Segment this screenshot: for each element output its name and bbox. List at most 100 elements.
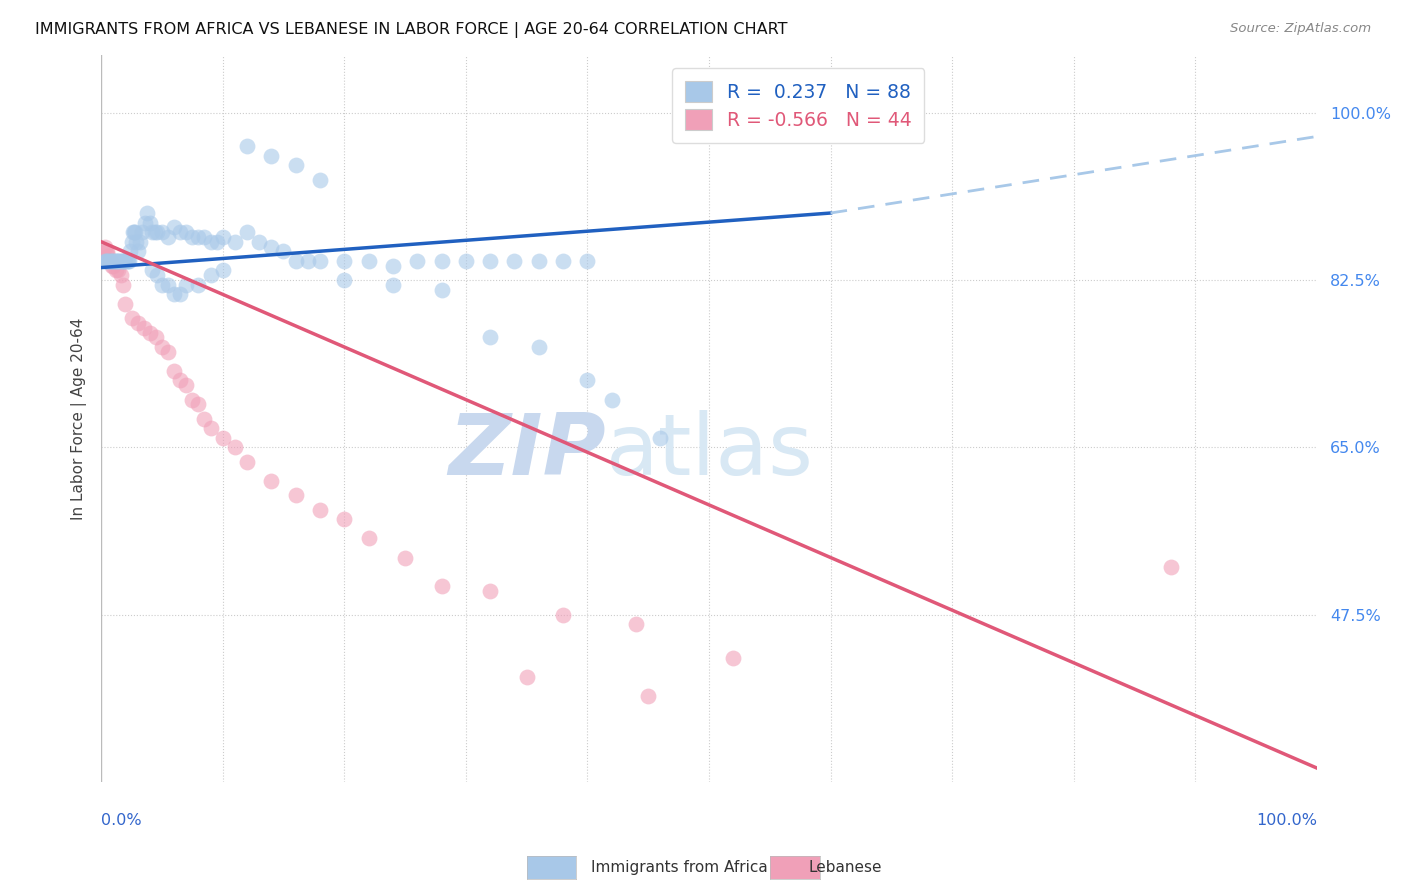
Point	[394, 550, 416, 565]
Point	[120, 244, 142, 259]
Point	[187, 230, 209, 244]
Point	[163, 287, 186, 301]
Point	[111, 253, 134, 268]
Point	[110, 268, 132, 283]
Point	[156, 277, 179, 292]
Point	[260, 148, 283, 162]
Point	[576, 253, 599, 268]
Point	[104, 253, 127, 268]
Point	[224, 235, 246, 249]
Point	[103, 253, 125, 268]
Point	[107, 263, 129, 277]
Text: ZIP: ZIP	[449, 410, 606, 493]
Text: Source: ZipAtlas.com: Source: ZipAtlas.com	[1230, 22, 1371, 36]
Text: IMMIGRANTS FROM AFRICA VS LEBANESE IN LABOR FORCE | AGE 20-64 CORRELATION CHART: IMMIGRANTS FROM AFRICA VS LEBANESE IN LA…	[35, 22, 787, 38]
Point	[139, 216, 162, 230]
Point	[129, 235, 152, 249]
Point	[174, 225, 197, 239]
Point	[200, 421, 222, 435]
Point	[430, 253, 453, 268]
Point	[200, 235, 222, 249]
Point	[103, 259, 125, 273]
Point	[236, 225, 259, 239]
Point	[132, 321, 155, 335]
Point	[101, 253, 124, 268]
Point	[104, 263, 127, 277]
Point	[121, 235, 143, 249]
Point	[181, 230, 204, 244]
Point	[224, 441, 246, 455]
Point	[333, 273, 356, 287]
Point	[1160, 560, 1182, 574]
Point	[193, 230, 215, 244]
Point	[131, 225, 153, 239]
Point	[381, 259, 404, 273]
Point	[150, 277, 173, 292]
Point	[381, 277, 404, 292]
Point	[114, 253, 136, 268]
Point	[527, 253, 550, 268]
Point	[169, 287, 191, 301]
Point	[200, 268, 222, 283]
Point	[117, 253, 139, 268]
Point	[284, 158, 307, 172]
Point	[96, 253, 118, 268]
Point	[430, 579, 453, 593]
Point	[156, 344, 179, 359]
Y-axis label: In Labor Force | Age 20-64: In Labor Force | Age 20-64	[72, 318, 87, 520]
Point	[260, 474, 283, 488]
Point	[284, 253, 307, 268]
Point	[169, 374, 191, 388]
Text: Immigrants from Africa: Immigrants from Africa	[591, 860, 768, 874]
Point	[357, 253, 380, 268]
Text: Lebanese: Lebanese	[808, 860, 882, 874]
Point	[112, 253, 135, 268]
Point	[118, 253, 141, 268]
Point	[723, 651, 745, 665]
Point	[454, 253, 477, 268]
Point	[98, 253, 121, 268]
Point	[236, 455, 259, 469]
Point	[273, 244, 295, 259]
Point	[284, 488, 307, 502]
Legend: R =  0.237   N = 88, R = -0.566   N = 44: R = 0.237 N = 88, R = -0.566 N = 44	[672, 68, 925, 143]
Point	[236, 139, 259, 153]
Point	[94, 253, 117, 268]
Point	[145, 330, 167, 344]
Point	[193, 411, 215, 425]
Point	[211, 263, 233, 277]
Point	[121, 311, 143, 326]
Point	[309, 172, 332, 186]
Point	[134, 216, 156, 230]
Point	[624, 617, 647, 632]
Text: 100.0%: 100.0%	[1256, 813, 1317, 828]
Point	[125, 235, 148, 249]
Point	[187, 397, 209, 411]
Point	[211, 230, 233, 244]
Point	[516, 670, 538, 684]
Point	[97, 249, 120, 263]
Point	[156, 230, 179, 244]
Point	[146, 268, 169, 283]
Point	[600, 392, 623, 407]
Point	[357, 532, 380, 546]
Point	[260, 239, 283, 253]
Point	[94, 253, 117, 268]
Point	[406, 253, 429, 268]
Point	[211, 431, 233, 445]
Point	[333, 253, 356, 268]
Point	[479, 330, 502, 344]
Point	[96, 244, 118, 259]
Point	[101, 259, 124, 273]
Point	[141, 225, 163, 239]
Point	[111, 253, 134, 268]
Point	[146, 225, 169, 239]
Point	[108, 253, 131, 268]
Point	[150, 340, 173, 354]
Point	[247, 235, 270, 249]
Point	[94, 239, 117, 253]
Text: atlas: atlas	[606, 410, 814, 493]
Point	[163, 364, 186, 378]
Point	[479, 253, 502, 268]
Point	[174, 277, 197, 292]
